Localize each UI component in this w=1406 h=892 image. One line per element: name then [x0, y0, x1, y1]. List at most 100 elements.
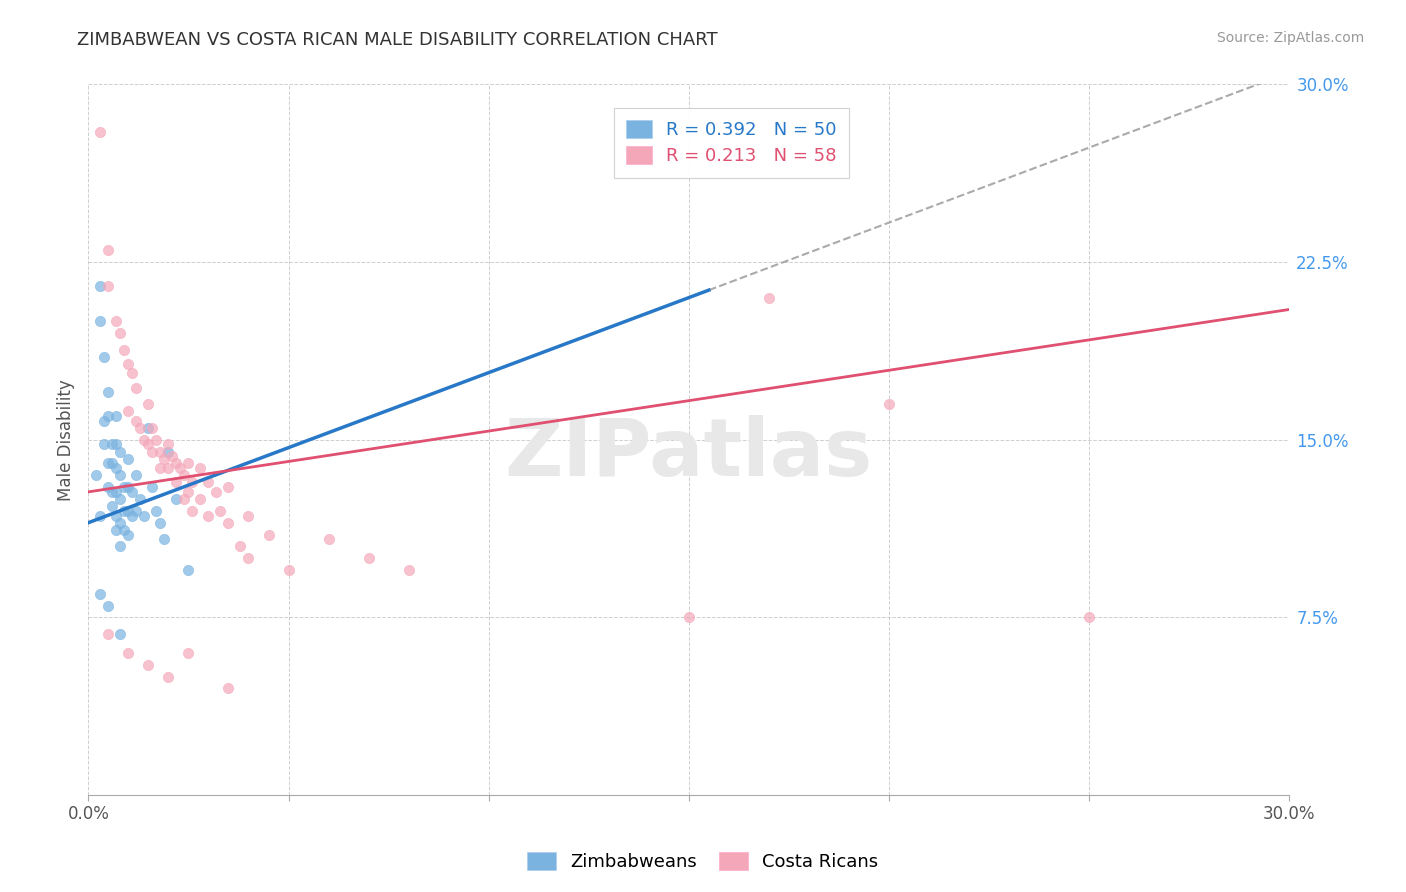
- Point: [157, 670, 180, 684]
- Point: [1078, 610, 1101, 624]
- Point: [357, 551, 380, 566]
- Point: [129, 491, 152, 506]
- Point: [105, 461, 128, 475]
- Text: Source: ZipAtlas.com: Source: ZipAtlas.com: [1216, 31, 1364, 45]
- Point: [93, 437, 115, 451]
- Legend: R = 0.392   N = 50, R = 0.213   N = 58: R = 0.392 N = 50, R = 0.213 N = 58: [614, 108, 849, 178]
- Point: [277, 563, 299, 577]
- Point: [97, 409, 120, 423]
- Point: [177, 646, 200, 660]
- Point: [121, 367, 143, 381]
- Point: [105, 409, 128, 423]
- Point: [318, 533, 340, 547]
- Point: [110, 516, 132, 530]
- Point: [145, 504, 167, 518]
- Point: [173, 468, 195, 483]
- Point: [117, 527, 139, 541]
- Point: [209, 504, 232, 518]
- Point: [110, 539, 132, 553]
- Point: [97, 244, 120, 258]
- Point: [149, 444, 172, 458]
- Point: [165, 475, 187, 490]
- Point: [117, 451, 139, 466]
- Text: ZIPatlas: ZIPatlas: [505, 415, 873, 493]
- Point: [149, 461, 172, 475]
- Point: [758, 291, 780, 305]
- Point: [238, 551, 260, 566]
- Point: [110, 627, 132, 641]
- Point: [134, 508, 156, 523]
- Point: [134, 433, 156, 447]
- Point: [101, 499, 124, 513]
- Point: [141, 444, 163, 458]
- Text: ZIMBABWEAN VS COSTA RICAN MALE DISABILITY CORRELATION CHART: ZIMBABWEAN VS COSTA RICAN MALE DISABILIT…: [77, 31, 718, 49]
- Point: [101, 484, 124, 499]
- Point: [877, 397, 900, 411]
- Point: [105, 484, 128, 499]
- Y-axis label: Male Disability: Male Disability: [58, 379, 75, 500]
- Point: [141, 421, 163, 435]
- Point: [398, 563, 420, 577]
- Point: [110, 491, 132, 506]
- Point: [153, 451, 176, 466]
- Legend: Zimbabweans, Costa Ricans: Zimbabweans, Costa Ricans: [520, 846, 886, 879]
- Point: [190, 461, 212, 475]
- Point: [157, 437, 180, 451]
- Point: [97, 599, 120, 613]
- Point: [117, 480, 139, 494]
- Point: [218, 516, 240, 530]
- Point: [105, 314, 128, 328]
- Point: [117, 646, 139, 660]
- Point: [257, 527, 280, 541]
- Point: [121, 484, 143, 499]
- Point: [89, 508, 111, 523]
- Point: [177, 563, 200, 577]
- Point: [89, 278, 111, 293]
- Point: [110, 326, 132, 340]
- Point: [229, 539, 252, 553]
- Point: [197, 475, 219, 490]
- Point: [141, 480, 163, 494]
- Point: [173, 491, 195, 506]
- Point: [125, 381, 148, 395]
- Point: [93, 350, 115, 364]
- Point: [101, 437, 124, 451]
- Point: [105, 437, 128, 451]
- Point: [121, 508, 143, 523]
- Point: [181, 504, 204, 518]
- Point: [165, 491, 187, 506]
- Point: [145, 433, 167, 447]
- Point: [138, 657, 160, 672]
- Point: [110, 468, 132, 483]
- Point: [165, 457, 187, 471]
- Point: [205, 484, 228, 499]
- Point: [97, 457, 120, 471]
- Point: [112, 504, 135, 518]
- Point: [197, 508, 219, 523]
- Point: [157, 444, 180, 458]
- Point: [138, 437, 160, 451]
- Point: [89, 125, 111, 139]
- Point: [125, 414, 148, 428]
- Point: [101, 457, 124, 471]
- Point: [97, 480, 120, 494]
- Point: [125, 468, 148, 483]
- Point: [97, 627, 120, 641]
- Point: [125, 504, 148, 518]
- Point: [112, 523, 135, 537]
- Point: [177, 457, 200, 471]
- Point: [112, 343, 135, 357]
- Point: [97, 278, 120, 293]
- Point: [238, 508, 260, 523]
- Point: [105, 523, 128, 537]
- Point: [153, 533, 176, 547]
- Point: [149, 516, 172, 530]
- Point: [162, 450, 184, 464]
- Point: [93, 414, 115, 428]
- Point: [190, 491, 212, 506]
- Point: [138, 397, 160, 411]
- Point: [97, 385, 120, 400]
- Point: [138, 421, 160, 435]
- Point: [105, 508, 128, 523]
- Point: [169, 461, 191, 475]
